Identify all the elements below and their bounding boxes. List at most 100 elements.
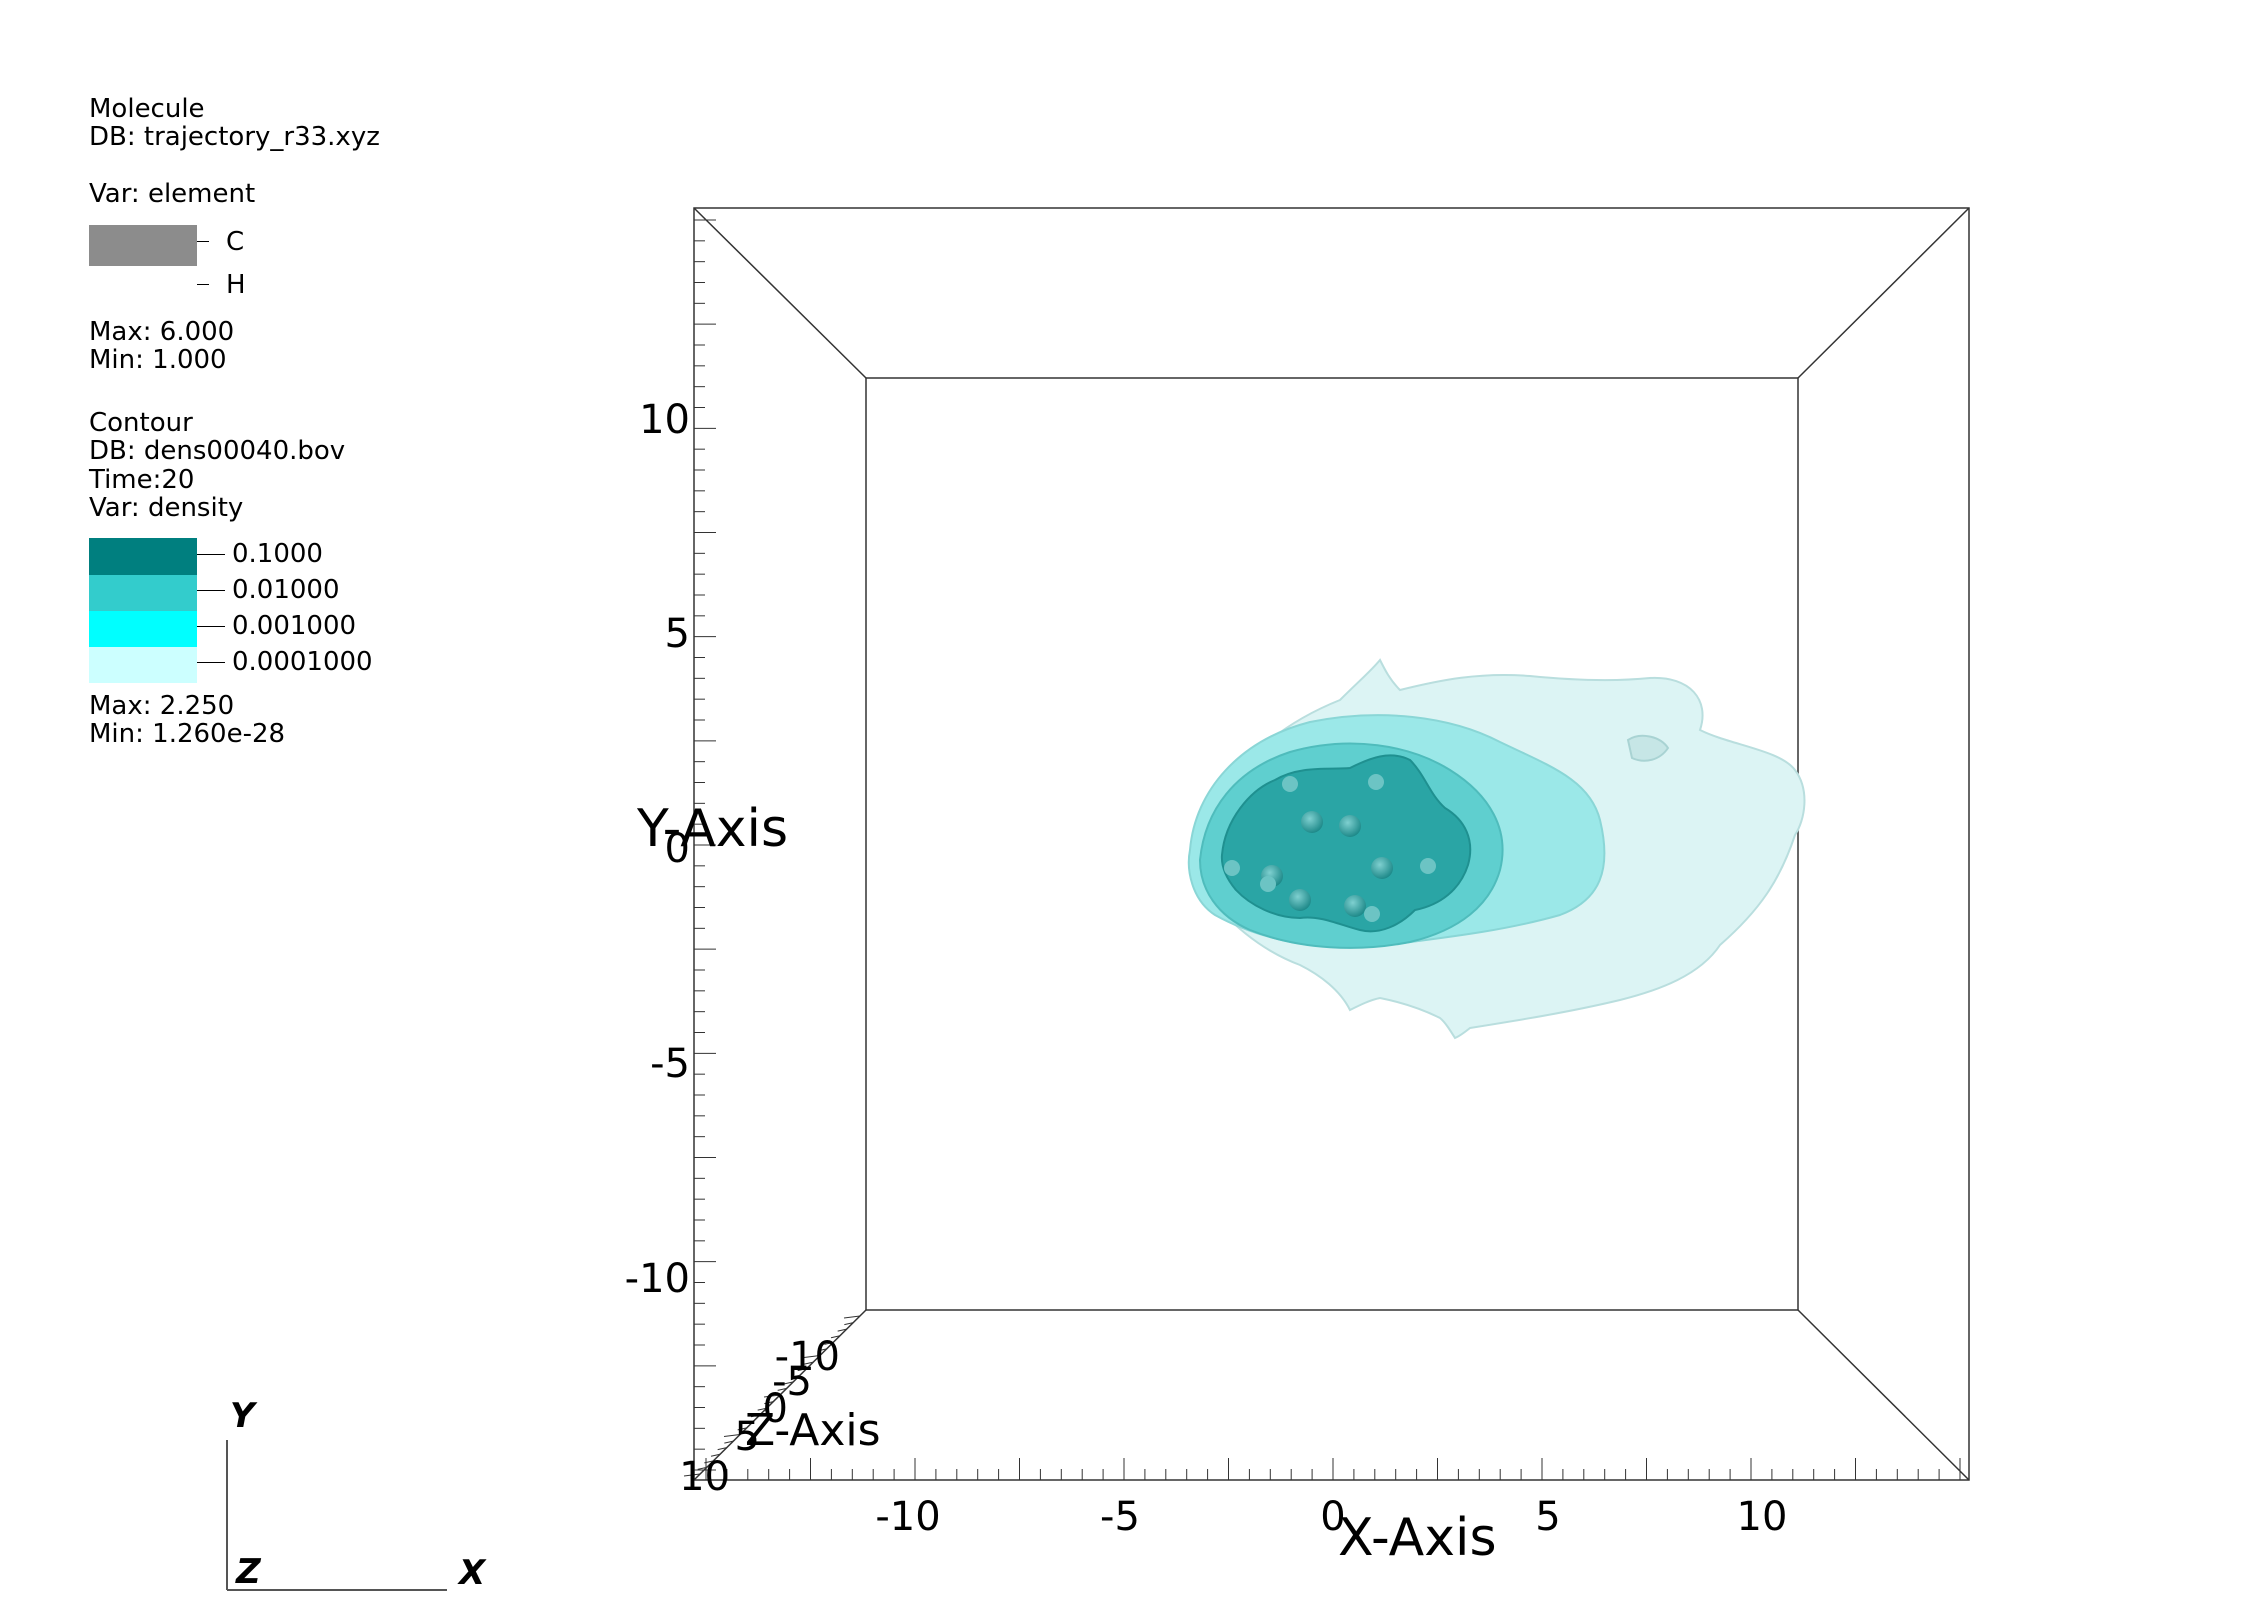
atom-carbon bbox=[1339, 815, 1361, 837]
y-tick-label: -5 bbox=[650, 1041, 690, 1087]
z-minor-tick bbox=[697, 1466, 707, 1470]
z-major-tick bbox=[683, 1473, 701, 1477]
isosurface-0.1 bbox=[1220, 754, 1472, 933]
outer-box-frame bbox=[693, 207, 1970, 1481]
x-tick-label: -10 bbox=[875, 1494, 940, 1540]
z-minor-tick bbox=[784, 1381, 794, 1385]
contour-tick-4 bbox=[197, 662, 225, 663]
z-minor-tick bbox=[830, 1335, 841, 1339]
atom-carbon bbox=[1371, 857, 1393, 879]
z-minor-tick bbox=[717, 1447, 727, 1451]
z-tick-label: -5 bbox=[772, 1359, 812, 1405]
z-tick-label: 0 bbox=[763, 1386, 788, 1432]
z-minor-tick bbox=[737, 1427, 747, 1431]
contour-legend-db: DB: dens00040.bov bbox=[89, 436, 346, 466]
triad-z-label: Z bbox=[235, 1552, 262, 1592]
contour-legend-max: Max: 2.250 bbox=[89, 691, 235, 721]
y-axis-ticks bbox=[694, 219, 716, 1471]
x-tick-label: -5 bbox=[1100, 1494, 1140, 1540]
contour-label-1: 0.1000 bbox=[232, 539, 323, 569]
y-tick-label: 5 bbox=[665, 611, 690, 657]
z-major-tick bbox=[763, 1394, 781, 1398]
orientation-triad: Y Z X bbox=[226, 1396, 487, 1593]
z-tick-label: -10 bbox=[775, 1334, 840, 1380]
box-edge-top-right bbox=[1797, 207, 1970, 379]
z-minor-tick bbox=[764, 1401, 774, 1405]
contour-label-3: 0.001000 bbox=[232, 611, 357, 641]
contour-swatch-2 bbox=[89, 575, 197, 611]
molecule-legend-max: Max: 6.000 bbox=[89, 317, 235, 347]
contour-tick-3 bbox=[197, 626, 225, 627]
y-tick-label: 0 bbox=[665, 826, 690, 872]
atom-carbon bbox=[1301, 811, 1323, 833]
z-minor-tick bbox=[797, 1368, 807, 1372]
contour-legend-min: Min: 1.260e-28 bbox=[89, 719, 286, 749]
z-minor-tick bbox=[824, 1341, 834, 1345]
molecule-legend-min: Min: 1.000 bbox=[89, 345, 227, 375]
atom-hydrogen bbox=[1420, 858, 1436, 874]
triad-y-label: Y bbox=[230, 1396, 258, 1436]
density-isosurfaces bbox=[1187, 658, 1806, 1040]
z-minor-tick bbox=[777, 1387, 787, 1391]
y-axis-title: Y-Axis bbox=[636, 799, 788, 859]
box-edge-bottom-right bbox=[1797, 1309, 1970, 1481]
y-tick-label: 10 bbox=[639, 397, 690, 443]
contour-legend-title: Contour bbox=[89, 408, 193, 438]
z-tick-label: 10 bbox=[679, 1454, 730, 1500]
molecule-label-c: C bbox=[226, 227, 245, 257]
contour-tick-1 bbox=[197, 554, 225, 555]
atom-hydrogen bbox=[1282, 776, 1298, 792]
atom-hydrogen bbox=[1368, 774, 1384, 790]
contour-label-2: 0.01000 bbox=[232, 575, 340, 605]
x-tick-label: 5 bbox=[1535, 1494, 1560, 1540]
atom-carbon bbox=[1344, 895, 1366, 917]
z-minor-tick bbox=[710, 1453, 721, 1457]
z-axis-title: Z-Axis bbox=[745, 1405, 881, 1456]
z-minor-tick bbox=[844, 1322, 854, 1326]
box-edge-top-left bbox=[693, 207, 867, 379]
molecule-legend-var: Var: element bbox=[89, 179, 256, 209]
atom-hydrogen bbox=[1224, 860, 1240, 876]
z-minor-tick bbox=[724, 1440, 734, 1444]
z-major-tick bbox=[843, 1315, 861, 1319]
molecule-swatch-c bbox=[89, 225, 197, 266]
contour-legend-time: Time:20 bbox=[89, 465, 195, 495]
contour-legend-var: Var: density bbox=[89, 493, 244, 523]
inner-box-frame bbox=[865, 377, 1799, 1311]
z-minor-tick bbox=[837, 1328, 847, 1332]
z-minor-tick bbox=[750, 1414, 761, 1418]
atom-carbon bbox=[1289, 889, 1311, 911]
triad-x-label: X bbox=[457, 1553, 487, 1593]
z-tick-label: 5 bbox=[735, 1414, 760, 1460]
z-minor-tick bbox=[704, 1460, 714, 1464]
z-major-tick bbox=[803, 1355, 821, 1358]
contour-label-4: 0.0001000 bbox=[232, 647, 373, 677]
molecule-tick-h bbox=[197, 284, 209, 285]
contour-swatch-1 bbox=[89, 538, 197, 575]
molecule-legend-title: Molecule bbox=[89, 94, 205, 124]
z-axis-ticks bbox=[683, 1315, 861, 1477]
molecule-legend-db: DB: trajectory_r33.xyz bbox=[89, 122, 380, 152]
isosurface-fold bbox=[1626, 734, 1670, 762]
y-tick-label: -10 bbox=[625, 1256, 690, 1302]
z-minor-tick bbox=[804, 1361, 814, 1365]
x-axis-title: X-Axis bbox=[1338, 1508, 1497, 1568]
z-minor-tick bbox=[744, 1420, 754, 1424]
atom-hydrogen bbox=[1364, 906, 1380, 922]
x-axis-ticks bbox=[705, 1458, 1961, 1480]
x-tick-label: 10 bbox=[1737, 1494, 1788, 1540]
atom-hydrogen bbox=[1260, 876, 1276, 892]
z-major-tick bbox=[723, 1434, 741, 1437]
x-tick-label: 0 bbox=[1320, 1494, 1345, 1540]
z-minor-tick bbox=[757, 1407, 767, 1411]
z-minor-tick bbox=[790, 1374, 801, 1378]
bounding-box bbox=[693, 207, 1970, 1481]
molecule-label-h: H bbox=[226, 270, 246, 300]
contour-swatch-3 bbox=[89, 611, 197, 647]
molecule-atoms bbox=[1224, 774, 1436, 922]
contour-swatch-4 bbox=[89, 647, 197, 683]
molecule-tick-c bbox=[197, 241, 209, 242]
z-minor-tick bbox=[817, 1348, 827, 1352]
contour-tick-2 bbox=[197, 590, 225, 591]
